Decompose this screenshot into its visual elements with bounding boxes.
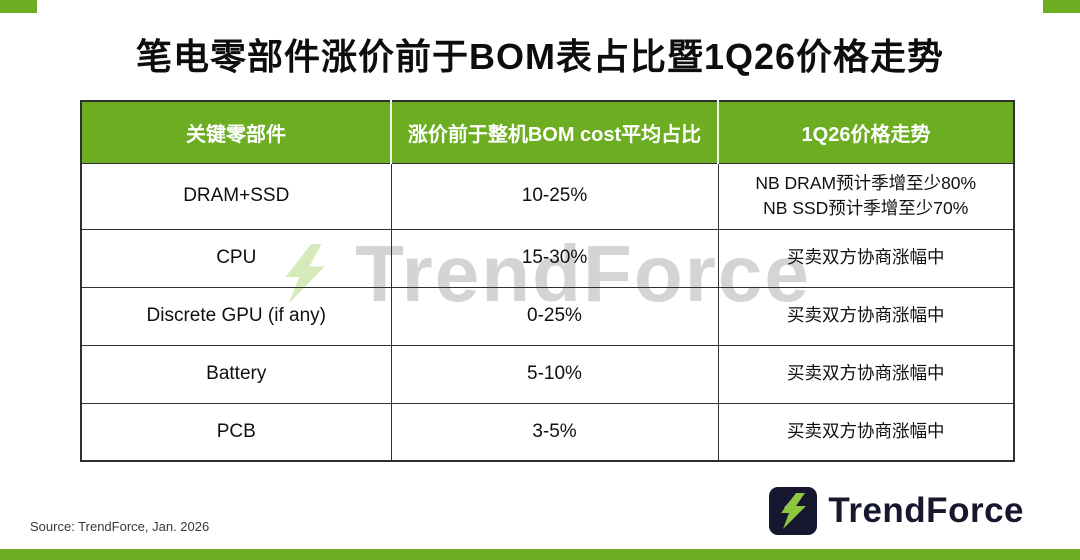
col-header-bom-share: 涨价前于整机BOM cost平均占比 — [390, 100, 719, 164]
col-header-1q26-trend: 1Q26价格走势 — [717, 100, 1015, 164]
table-row: DRAM+SSD 10-25% NB DRAM预计季增至少80% NB SSD预… — [80, 162, 1015, 230]
cell-component: PCB — [80, 402, 392, 462]
trendforce-logo-text: TrendForce — [828, 491, 1024, 530]
table-row: Battery 5-10% 买卖双方协商涨幅中 — [80, 344, 1015, 404]
component-price-table: 关键零部件 涨价前于整机BOM cost平均占比 1Q26价格走势 DRAM+S… — [80, 100, 1015, 462]
bottom-accent-bar — [0, 549, 1080, 560]
cell-component: DRAM+SSD — [80, 162, 392, 230]
trend-line: 买卖双方协商涨幅中 — [787, 421, 945, 442]
table-row: Discrete GPU (if any) 0-25% 买卖双方协商涨幅中 — [80, 286, 1015, 346]
cell-bom-share: 15-30% — [390, 228, 719, 288]
cell-component: Battery — [80, 344, 392, 404]
cell-bom-share: 5-10% — [390, 344, 719, 404]
source-note: Source: TrendForce, Jan. 2026 — [30, 519, 210, 534]
cell-bom-share: 10-25% — [390, 162, 719, 230]
table-row: CPU 15-30% 买卖双方协商涨幅中 — [80, 228, 1015, 288]
trend-line: 买卖双方协商涨幅中 — [787, 363, 945, 384]
cell-component: Discrete GPU (if any) — [80, 286, 392, 346]
trend-line: NB SSD预计季增至少70% — [763, 198, 969, 218]
cell-trend: 买卖双方协商涨幅中 — [717, 286, 1015, 346]
trend-line: NB DRAM预计季增至少80% — [755, 172, 977, 193]
top-left-accent — [0, 0, 37, 13]
trend-line: 买卖双方协商涨幅中 — [787, 247, 945, 268]
cell-component: CPU — [80, 228, 392, 288]
cell-trend: 买卖双方协商涨幅中 — [717, 228, 1015, 288]
trendforce-logo: TrendForce — [769, 487, 1024, 535]
cell-bom-share: 3-5% — [390, 402, 719, 462]
top-right-accent — [1043, 0, 1080, 13]
cell-bom-share: 0-25% — [390, 286, 719, 346]
cell-trend: 买卖双方协商涨幅中 — [717, 402, 1015, 462]
table-row: PCB 3-5% 买卖双方协商涨幅中 — [80, 402, 1015, 462]
trend-line: 买卖双方协商涨幅中 — [787, 305, 945, 326]
page-title: 笔电零部件涨价前于BOM表占比暨1Q26价格走势 — [135, 36, 945, 77]
cell-trend: 买卖双方协商涨幅中 — [717, 344, 1015, 404]
cell-trend: NB DRAM预计季增至少80% NB SSD预计季增至少70% — [717, 162, 1015, 230]
trendforce-logo-icon — [769, 487, 818, 535]
table-header-row: 关键零部件 涨价前于整机BOM cost平均占比 1Q26价格走势 — [80, 100, 1015, 164]
col-header-component: 关键零部件 — [80, 100, 392, 164]
